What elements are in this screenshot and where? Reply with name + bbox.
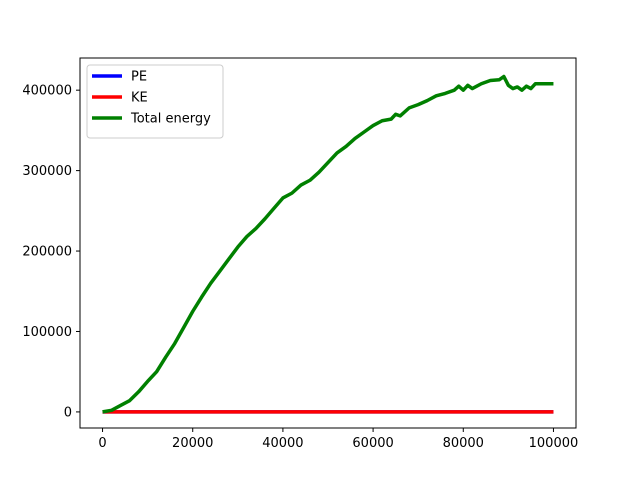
x-tick-label: 0 bbox=[98, 436, 106, 451]
axes-frame bbox=[79, 57, 577, 429]
y-tick-label: 100000 bbox=[22, 325, 72, 340]
y-tick-label: 0 bbox=[64, 405, 72, 420]
legend: PE KE Total energy bbox=[86, 64, 224, 139]
x-tick-label: 20000 bbox=[172, 436, 213, 451]
axes-layer bbox=[79, 57, 577, 429]
y-tick-label: 400000 bbox=[22, 84, 72, 99]
y-tick-label: 200000 bbox=[22, 245, 72, 260]
legend-label: PE bbox=[131, 70, 147, 85]
y-tick-label: 300000 bbox=[22, 164, 72, 179]
legend-label: KE bbox=[131, 91, 148, 106]
x-tick-label: 40000 bbox=[262, 436, 303, 451]
y-axis-ticks: 0 100000 200000 300000 400000 bbox=[22, 84, 80, 420]
x-tick-label: 60000 bbox=[352, 436, 393, 451]
x-axis-ticks: 0 20000 40000 60000 80000 100000 bbox=[98, 428, 578, 451]
legend-label: Total energy bbox=[130, 112, 211, 127]
series-layer bbox=[102, 74, 554, 414]
x-tick-label: 100000 bbox=[529, 436, 579, 451]
x-tick-label: 80000 bbox=[443, 436, 484, 451]
series-line-2 bbox=[102, 74, 554, 414]
